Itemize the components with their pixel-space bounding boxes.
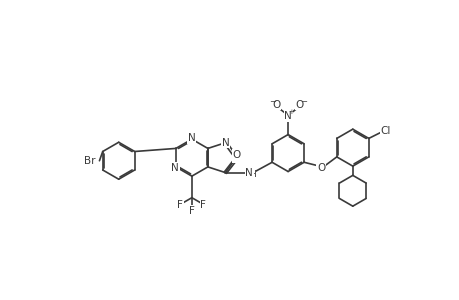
Text: O: O xyxy=(316,163,325,173)
Text: O: O xyxy=(295,100,303,110)
Text: Cl: Cl xyxy=(380,126,390,136)
Text: H: H xyxy=(248,170,255,179)
Text: −: − xyxy=(269,97,275,106)
Text: O: O xyxy=(272,100,280,110)
Text: +: + xyxy=(288,109,293,115)
Text: N: N xyxy=(232,153,240,163)
Text: F: F xyxy=(177,200,183,210)
Text: −: − xyxy=(299,97,306,106)
Text: F: F xyxy=(189,206,194,216)
Text: N: N xyxy=(171,163,179,173)
Text: N: N xyxy=(221,138,229,148)
Text: N: N xyxy=(188,134,196,143)
Text: Br: Br xyxy=(84,156,95,166)
Text: N: N xyxy=(245,168,252,178)
Text: F: F xyxy=(200,200,206,210)
Text: N: N xyxy=(284,111,291,121)
Text: O: O xyxy=(232,150,241,160)
